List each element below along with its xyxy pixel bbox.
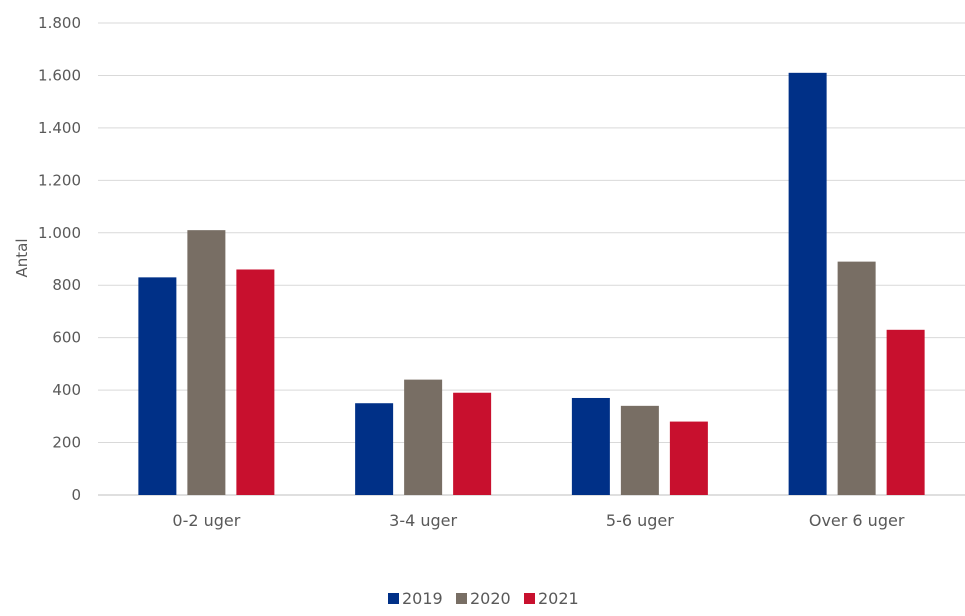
x-tick-label: 3-4 uger	[389, 511, 457, 530]
bar-2020-3	[837, 261, 876, 495]
gridlines	[98, 22, 965, 496]
bar-2019-3	[788, 72, 827, 496]
bar-2021-0	[236, 269, 275, 495]
legend-swatch-2020	[456, 593, 467, 604]
bar-2021-2	[669, 421, 708, 495]
bar-2020-1	[404, 379, 443, 495]
y-tick-label: 1.600	[38, 66, 81, 84]
legend-label-2019: 2019	[402, 589, 443, 608]
y-axis-title: Antal	[13, 238, 31, 277]
legend: 2019 2020 2021	[388, 589, 579, 608]
y-axis-ticks: 0 200 400 600 800 1.000 1.200 1.400 1.600 1.800	[38, 14, 81, 504]
y-tick-label: 400	[52, 381, 81, 399]
y-tick-label: 1.000	[38, 224, 81, 242]
x-tick-label: 0-2 uger	[172, 511, 240, 530]
y-tick-label: 1.400	[38, 119, 81, 137]
bar-2019-2	[571, 397, 610, 495]
y-tick-label: 800	[52, 276, 81, 294]
x-tick-label: 5-6 uger	[606, 511, 674, 530]
legend-swatch-2021	[524, 593, 535, 604]
y-tick-label: 0	[71, 486, 81, 504]
bars	[138, 72, 925, 496]
bar-2021-3	[886, 329, 925, 495]
legend-swatch-2019	[388, 593, 399, 604]
bar-2019-1	[355, 403, 394, 495]
y-tick-label: 600	[52, 329, 81, 347]
bar-2021-1	[453, 392, 492, 495]
bar-2019-0	[138, 277, 177, 495]
legend-label-2021: 2021	[538, 589, 579, 608]
legend-label-2020: 2020	[470, 589, 511, 608]
x-tick-label: Over 6 uger	[809, 511, 905, 530]
bar-2020-2	[620, 405, 659, 495]
y-tick-label: 200	[52, 434, 81, 452]
x-axis-ticks: 0-2 uger 3-4 uger 5-6 uger Over 6 uger	[172, 511, 904, 530]
bar-2020-0	[187, 230, 226, 495]
y-tick-label: 1.200	[38, 171, 81, 189]
y-tick-label: 1.800	[38, 14, 81, 32]
